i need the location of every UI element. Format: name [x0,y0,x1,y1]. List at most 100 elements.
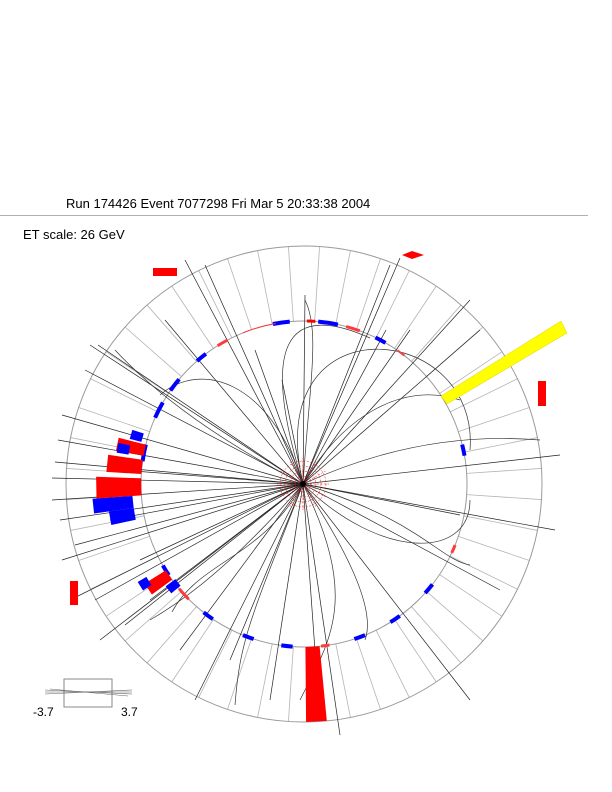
ring-hit-arc [281,643,293,649]
track [302,257,401,485]
jet-highlight-tower [440,320,568,405]
em-tower [305,646,327,722]
event-title: Run 174426 Event 7077298 Fri Mar 5 20:33… [66,196,371,211]
calorimeter-towers [92,429,327,722]
segment-divider [450,555,518,590]
eta-low-label: -3.7 [33,705,54,719]
curved-track [234,483,304,706]
vertex-spoke [302,470,326,485]
track [184,259,304,485]
track [269,483,304,701]
curved-track [171,483,304,613]
track [84,369,304,485]
track [51,477,304,485]
curved-track [302,483,471,544]
segment-divider [411,606,462,664]
curved-track [302,438,541,485]
segment-divider [198,630,233,698]
curved-track [302,483,471,566]
had-tower [108,507,136,525]
em-tower [96,476,142,499]
track [302,329,481,485]
ring-hit-arc [153,401,165,419]
muon-hit-top [402,251,424,259]
vertex-point [300,481,306,487]
ring-hit-arc [353,633,366,641]
segment-divider [288,646,294,722]
segment-divider [146,606,197,664]
header-divider [0,215,588,216]
vertex-spoke [280,470,304,485]
had-tower [92,495,134,514]
segment-divider [288,246,294,322]
curved-track [302,299,314,485]
segment-divider [463,515,538,531]
ring-hit-arc [242,322,276,334]
segment-divider [458,536,530,561]
et-scale-label: ET scale: 26 GeV [23,227,125,242]
curved-track [149,483,304,621]
segment-divider [78,407,150,432]
curved-track [114,349,304,485]
track [69,483,304,601]
track [302,483,341,736]
segment-divider [375,630,410,698]
curved-track [282,324,371,485]
segment-divider [439,574,503,617]
segment-divider [314,246,320,322]
track [74,483,304,546]
inner-ring-hits [140,319,467,649]
eta-legend-line [49,688,129,697]
track [194,483,304,701]
segment-divider [90,378,158,413]
em-tower [106,454,143,475]
eta-high-label: 3.7 [121,705,138,719]
segment-divider [227,258,252,330]
ring-hit-arc [345,325,361,333]
had-tower [137,576,152,591]
ring-hit-arc [202,610,214,621]
segment-divider [426,591,484,642]
track [139,483,304,561]
segment-divider [171,285,214,349]
segment-divider [78,536,150,561]
ring-hit-arc [242,633,255,641]
ring-hit-arc [396,349,405,357]
had-tower [116,442,131,455]
track [89,344,304,485]
eta-legend-lines [44,688,133,697]
vertex-ring [289,470,317,498]
vertex-spoke [302,483,326,498]
track [229,483,304,661]
ring-hit-arc [320,643,330,648]
track [59,483,304,521]
track [302,264,391,485]
vertex-spoke [280,483,304,498]
segment-divider [257,643,273,718]
track [302,483,556,531]
segment-divider [439,351,503,394]
vertex-spoke [302,461,317,485]
segment-divider [124,326,182,377]
segment-divider [227,638,252,710]
outer-ring [65,245,543,723]
segment-divider [375,270,410,338]
track [302,483,471,701]
curved-track [302,483,368,641]
ring-hit-arc [195,352,208,363]
segment-divider [171,619,214,683]
track [109,483,304,521]
track [302,329,387,485]
muon-hit-top-left [153,268,177,276]
muon-hit-right [538,381,546,406]
segment-divider [466,468,542,474]
ring-hit-arc [389,614,401,624]
ring-hit-arc [460,444,467,457]
segment-divider [463,437,538,453]
segment-divider [394,619,437,683]
segment-divider [458,407,530,432]
segment-divider [466,494,542,500]
segment-divider [335,643,351,718]
ring-hit-arc [216,338,229,348]
